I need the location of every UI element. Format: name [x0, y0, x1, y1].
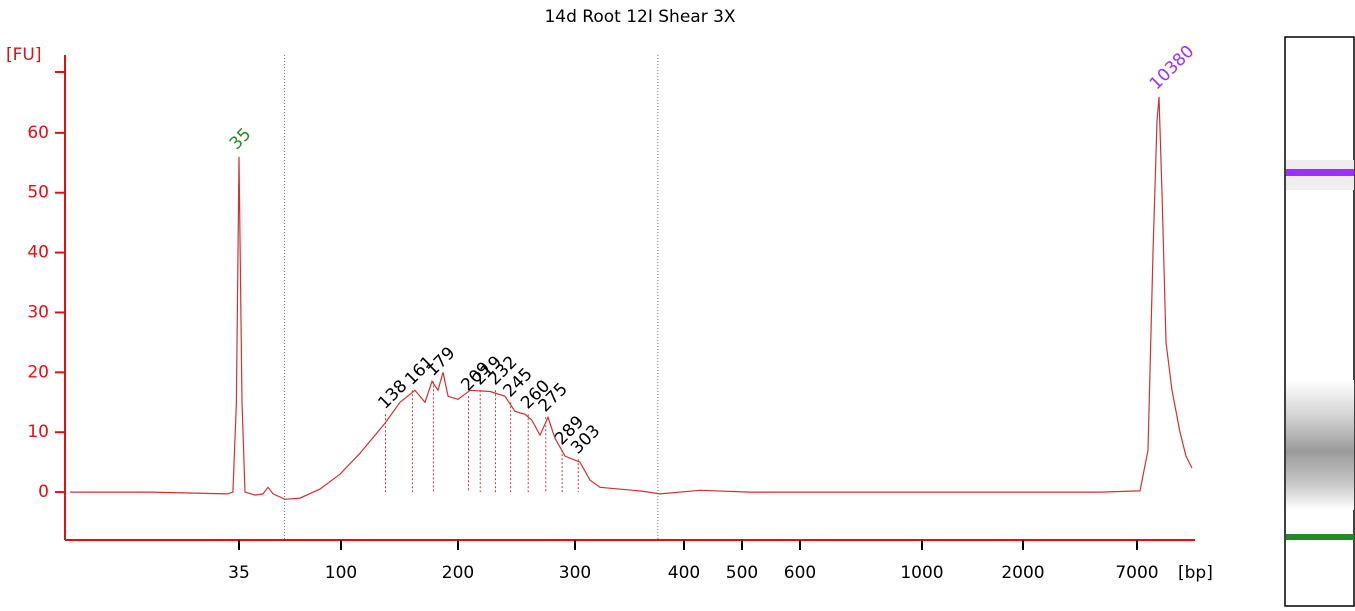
y-tick-label: 60: [27, 123, 49, 143]
trace: [70, 96, 1193, 500]
gel-smear: [1286, 380, 1354, 510]
chart-title: 14d Root 12I Shear 3X: [544, 7, 735, 27]
marker-label: 10380: [1146, 42, 1198, 94]
x-tick-label: 200: [442, 563, 474, 583]
gel-lower-marker: [1286, 534, 1354, 540]
gel-upper-marker: [1286, 169, 1354, 176]
y-tick-label: 30: [27, 302, 49, 322]
x-tick-label: 1000: [900, 563, 943, 583]
gel-frame: [1284, 36, 1355, 607]
y-tick-label: 10: [27, 422, 49, 442]
gel-lane: [1284, 36, 1355, 607]
y-axis-label: [FU]: [6, 45, 42, 65]
x-tick-label: 2000: [1001, 563, 1044, 583]
x-tick-label: 300: [559, 563, 591, 583]
y-tick-label: 50: [27, 183, 49, 203]
peak-label: 138: [374, 376, 411, 413]
x-tick-label: 500: [726, 563, 758, 583]
x-axis-label: [bp]: [1178, 563, 1213, 583]
x-tick-label: 35: [228, 563, 250, 583]
marker-label: 35: [226, 124, 255, 153]
y-tick-label: 20: [27, 362, 49, 382]
x-tick-label: 100: [325, 563, 357, 583]
x-tick-label: 7000: [1115, 563, 1158, 583]
y-tick-label: 40: [27, 243, 49, 263]
x-tick-label: 400: [668, 563, 700, 583]
x-tick-label: 600: [784, 563, 816, 583]
y-tick-label: 0: [38, 482, 49, 502]
